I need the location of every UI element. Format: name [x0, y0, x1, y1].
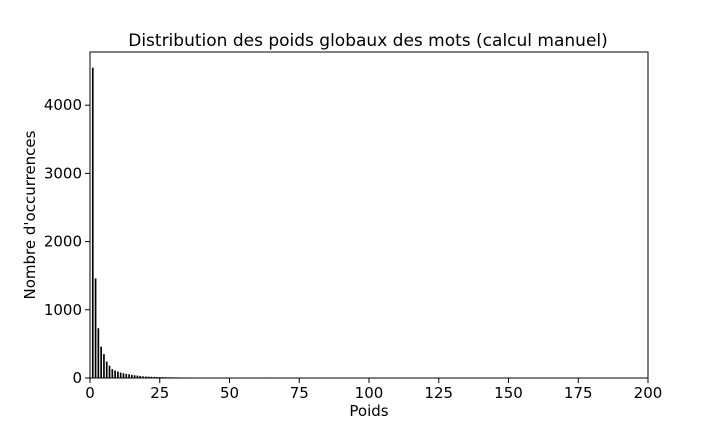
bar [103, 354, 105, 378]
bar [128, 374, 130, 378]
bar [114, 371, 116, 379]
bar [109, 366, 111, 378]
y-axis-label: Nombre d'occurrences [21, 130, 39, 299]
x-tick-label: 100 [355, 384, 384, 402]
x-tick-label: 175 [564, 384, 593, 402]
y-tick-label: 2000 [44, 233, 82, 251]
y-tick-label: 1000 [44, 301, 82, 319]
x-tick-label: 0 [85, 384, 95, 402]
y-tick-label: 0 [72, 369, 82, 387]
x-tick-label: 75 [290, 384, 309, 402]
x-tick-label: 200 [634, 384, 663, 402]
x-axis-ticks: 0 25 50 75 100 125 150 175 200 [85, 378, 662, 402]
x-tick-label: 50 [220, 384, 239, 402]
bar [95, 278, 97, 378]
y-tick-label: 4000 [44, 96, 82, 114]
plot-frame [90, 52, 648, 378]
bar [100, 347, 102, 378]
chart-title: Distribution des poids globaux des mots … [128, 31, 608, 51]
bar [92, 68, 94, 378]
bar [123, 373, 125, 378]
y-axis-ticks: 0 1000 2000 3000 4000 [44, 96, 90, 387]
x-axis-label: Poids [349, 402, 388, 420]
y-tick-label: 3000 [44, 164, 82, 182]
bar [106, 362, 108, 378]
bars-group [92, 68, 267, 378]
bar [111, 369, 113, 378]
x-tick-label: 25 [150, 384, 169, 402]
bar [120, 373, 122, 378]
bar [98, 328, 100, 378]
x-tick-label: 150 [494, 384, 523, 402]
x-tick-label: 125 [424, 384, 453, 402]
bar [117, 372, 119, 378]
bar [125, 374, 127, 378]
